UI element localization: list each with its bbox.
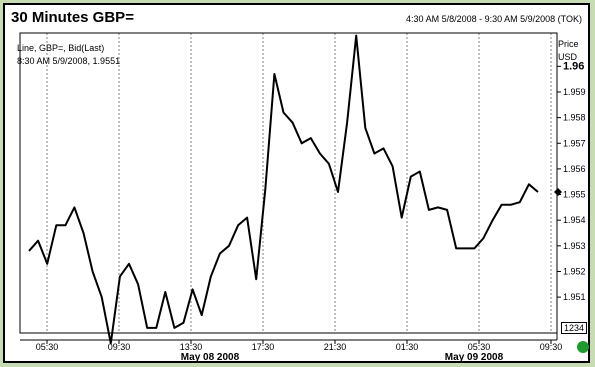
x-tick-label: 13:30 <box>180 342 203 352</box>
y-tick-label: 1.955 <box>563 190 586 200</box>
count-badge[interactable]: 1234 <box>561 322 587 334</box>
x-date-label: May 09 2008 <box>445 352 504 361</box>
y-tick-label: 1.957 <box>563 138 586 148</box>
y-tick-label: 1.953 <box>563 241 586 251</box>
chart-svg: 1.96 1.959 1.958 1.957 1.956 1.955 1.954 1.953 1… <box>19 32 586 361</box>
x-date-label: May 08 2008 <box>181 352 240 361</box>
status-indicator-icon <box>577 341 589 353</box>
x-tick-label: 21:30 <box>324 342 347 352</box>
x-tick-label: 05:30 <box>468 342 491 352</box>
y-axis-unit-price: Price <box>558 39 579 49</box>
x-tick-label: 09:30 <box>108 342 131 352</box>
chart-frame: 30 Minutes GBP= 4:30 AM 5/8/2008 - 9:30 … <box>3 3 590 363</box>
chart-panel: 30 Minutes GBP= 4:30 AM 5/8/2008 - 9:30 … <box>5 5 589 361</box>
y-tick-label: 1.956 <box>563 164 586 174</box>
y-axis-unit-usd: USD <box>558 52 578 62</box>
last-value-label: 8:30 AM 5/9/2008, 1.9551 <box>17 56 121 66</box>
date-range-label: 4:30 AM 5/8/2008 - 9:30 AM 5/9/2008 (TOK… <box>406 14 582 24</box>
y-tick-label: 1.959 <box>563 87 586 97</box>
y-tick-label: 1.952 <box>563 266 586 276</box>
y-tick-label: 1.96 <box>563 60 584 72</box>
chart-title: 30 Minutes GBP= <box>11 9 134 26</box>
last-value-marker-icon <box>554 187 562 196</box>
plot-area <box>19 32 558 334</box>
x-tick-label: 09:30 <box>540 342 563 352</box>
y-tick-label: 1.958 <box>563 113 586 123</box>
x-tick-label: 17:30 <box>252 342 275 352</box>
y-tick-label: 1.951 <box>563 292 586 302</box>
x-tick-label: 05:30 <box>36 342 59 352</box>
x-tick-label: 01:30 <box>396 342 419 352</box>
price-line <box>28 34 539 345</box>
series-info-label: Line, GBP=, Bid(Last) <box>17 43 105 53</box>
y-tick-label: 1.954 <box>563 215 586 225</box>
